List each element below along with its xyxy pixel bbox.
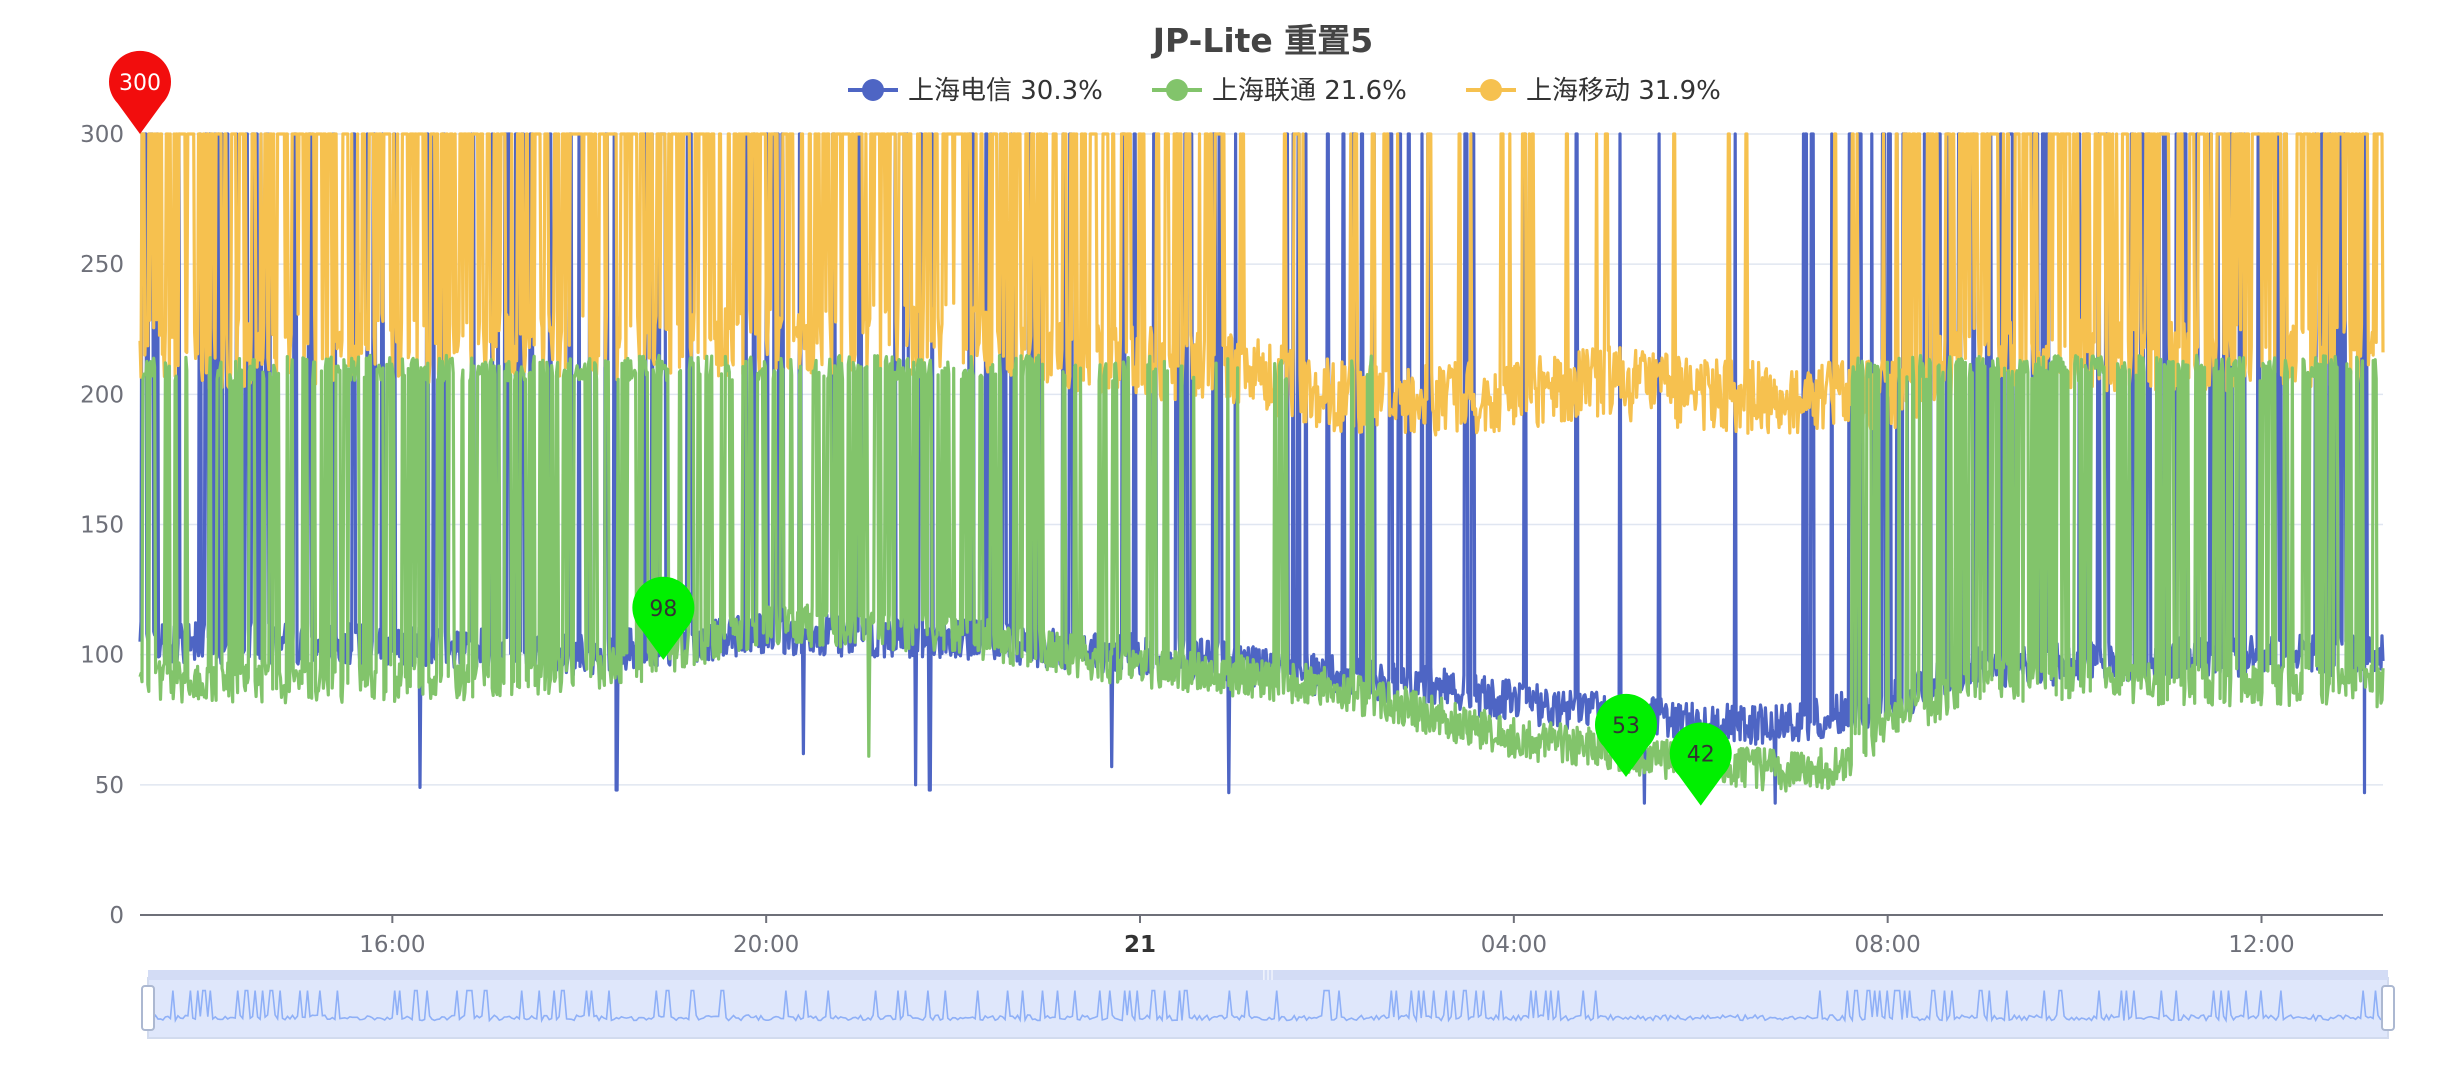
marker-label: 98 [649,597,677,622]
x-axis: 16:00 20:00 21 04:00 08:00 12:00 [140,914,2383,958]
x-tick-label: 08:00 [1855,932,1921,958]
y-axis: 0 50 100 150 200 250 300 [80,122,124,929]
marker-pin: 98 [632,576,695,660]
series-line-1 [138,353,2385,793]
y-tick-label: 50 [95,773,124,799]
zoom-handle-right[interactable] [2381,985,2395,1031]
plot-area [138,132,2385,805]
x-tick-label: 21 [1124,932,1156,958]
marker-shape [109,50,171,134]
legend-dot [1480,79,1502,101]
zoom-preview-line [147,989,2389,1024]
marker-label: 42 [1687,743,1715,768]
legend-label: 上海电信 30.3% [908,76,1103,106]
marker-shape [1594,693,1657,778]
y-tick-label: 100 [80,643,124,669]
legend-dot [1166,79,1188,101]
marker-shape [1669,722,1732,806]
y-tick-label: 0 [109,903,124,929]
y-tick-label: 250 [80,252,124,278]
legend: 上海电信 30.3% 上海联通 21.6% 上海移动 31.9% [848,76,1721,106]
y-tick-label: 150 [80,513,124,539]
chart-title: JP-Lite 重置5 [1151,21,1374,60]
legend-label: 上海联通 21.6% [1212,76,1407,106]
data-zoom-slider[interactable]: ||| [141,966,2395,1039]
zoom-grip-icon[interactable]: ||| [1262,966,1274,980]
legend-label: 上海移动 31.9% [1526,76,1721,106]
marker-shape [632,576,695,660]
legend-item[interactable]: 上海电信 30.3% [848,76,1103,106]
legend-dot [862,79,884,101]
zoom-handle-left[interactable] [141,985,155,1031]
marker-label: 53 [1612,714,1640,739]
y-tick-label: 200 [80,382,124,408]
zoom-track [147,977,2389,1039]
legend-item[interactable]: 上海移动 31.9% [1466,76,1721,106]
zoom-top-bar[interactable] [148,970,2388,980]
x-tick-label: 04:00 [1481,932,1547,958]
x-tick-label: 16:00 [359,932,425,958]
x-tick-label: 20:00 [733,932,799,958]
marker-pin: 53 [1594,693,1657,778]
x-tick-label: 12:00 [2228,932,2294,958]
marker-pin: 42 [1669,722,1732,806]
legend-item[interactable]: 上海联通 21.6% [1152,76,1407,106]
marker-pin: 300 [109,50,171,134]
marker-label: 300 [119,71,161,96]
series-line-2 [138,132,2385,437]
markers: 300 98 53 42 [109,50,1732,806]
y-tick-label: 300 [80,122,124,148]
